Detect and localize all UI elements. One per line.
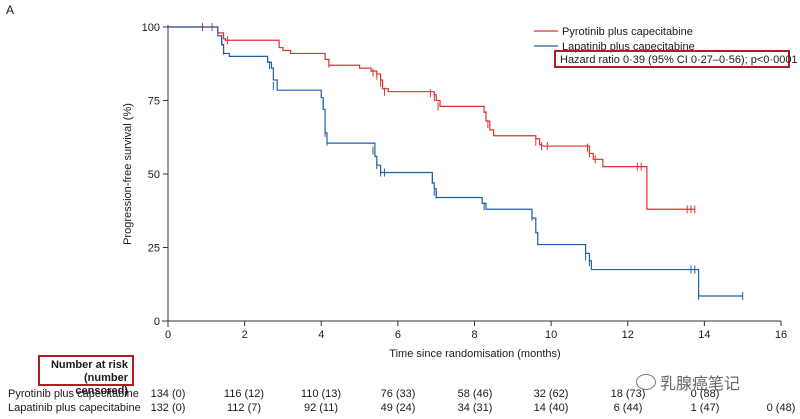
risk-cell: 6 (44) — [613, 402, 643, 414]
x-axis-label: Time since randomisation (months) — [389, 348, 560, 360]
risk-cell: 34 (31) — [457, 402, 493, 414]
risk-row-lapatinib: Lapatinib plus capecitabine 132 (0) 112 … — [0, 402, 800, 416]
risk-header-line2: (number censored) — [75, 372, 128, 397]
km-curve-pyrotinib — [168, 26, 695, 210]
risk-cell: 132 (0) — [150, 402, 186, 414]
risk-cell: 0 (88) — [690, 388, 720, 400]
tick-labels: 0 2 4 6 8 10 12 14 16 0 25 50 75 100 — [142, 22, 787, 341]
x-tick-label: 8 — [471, 329, 477, 341]
risk-cell: 116 (12) — [223, 388, 265, 400]
hazard-ratio-box — [554, 50, 790, 68]
series-layer — [168, 23, 744, 301]
risk-cell: 58 (46) — [457, 388, 493, 400]
risk-header-line1: Number at risk — [50, 359, 128, 371]
x-tick-label: 10 — [545, 329, 557, 341]
risk-row-pyrotinib: Pyrotinib plus capecitabine 134 (0) 116 … — [0, 388, 800, 402]
risk-cell: 32 (62) — [533, 388, 569, 400]
watermark-text: 乳腺癌笔记 — [660, 376, 741, 393]
x-tick-label: 6 — [395, 329, 401, 341]
x-tick-label: 12 — [622, 329, 634, 341]
watermark: 乳腺癌笔记 — [636, 370, 740, 394]
chat-bubble-icon — [636, 374, 656, 390]
risk-cell: 1 (47) — [690, 402, 720, 414]
risk-row-label: Lapatinib plus capecitabine — [8, 402, 141, 414]
risk-cell: 134 (0) — [150, 388, 186, 400]
risk-row-label: Pyrotinib plus capecitabine — [8, 388, 139, 400]
legend: Pyrotinib plus capecitabine Lapatinib pl… — [534, 26, 798, 68]
y-tick-label: 0 — [154, 316, 160, 328]
hazard-ratio-text: Hazard ratio 0·39 (95% CI 0·27–0·56); p<… — [560, 54, 798, 66]
y-tick-label: 75 — [148, 96, 160, 108]
panel-label: A — [6, 3, 14, 17]
x-tick-label: 4 — [318, 329, 324, 341]
risk-cell: 92 (11) — [303, 402, 339, 414]
x-tick-label: 2 — [242, 329, 248, 341]
risk-cell: 49 (24) — [380, 402, 416, 414]
axes — [162, 25, 782, 327]
risk-cell: 14 (40) — [533, 402, 569, 414]
risk-cell: 76 (33) — [380, 388, 416, 400]
x-tick-label: 14 — [698, 329, 710, 341]
risk-cell: 112 (7) — [226, 402, 262, 414]
risk-cell: 110 (13) — [300, 388, 342, 400]
x-tick-label: 0 — [165, 329, 171, 341]
risk-cell: 18 (73) — [610, 388, 646, 400]
y-tick-label: 25 — [148, 243, 160, 255]
y-tick-label: 50 — [148, 169, 160, 181]
y-axis-label: Progression-free survival (%) — [122, 103, 134, 245]
legend-label-pyrotinib: Pyrotinib plus capecitabine — [562, 26, 693, 38]
risk-cell: 0 (48) — [766, 402, 796, 414]
risk-table-header: Number at risk (number censored) — [38, 355, 134, 397]
x-tick-label: 16 — [775, 329, 787, 341]
y-tick-label: 100 — [142, 22, 160, 34]
